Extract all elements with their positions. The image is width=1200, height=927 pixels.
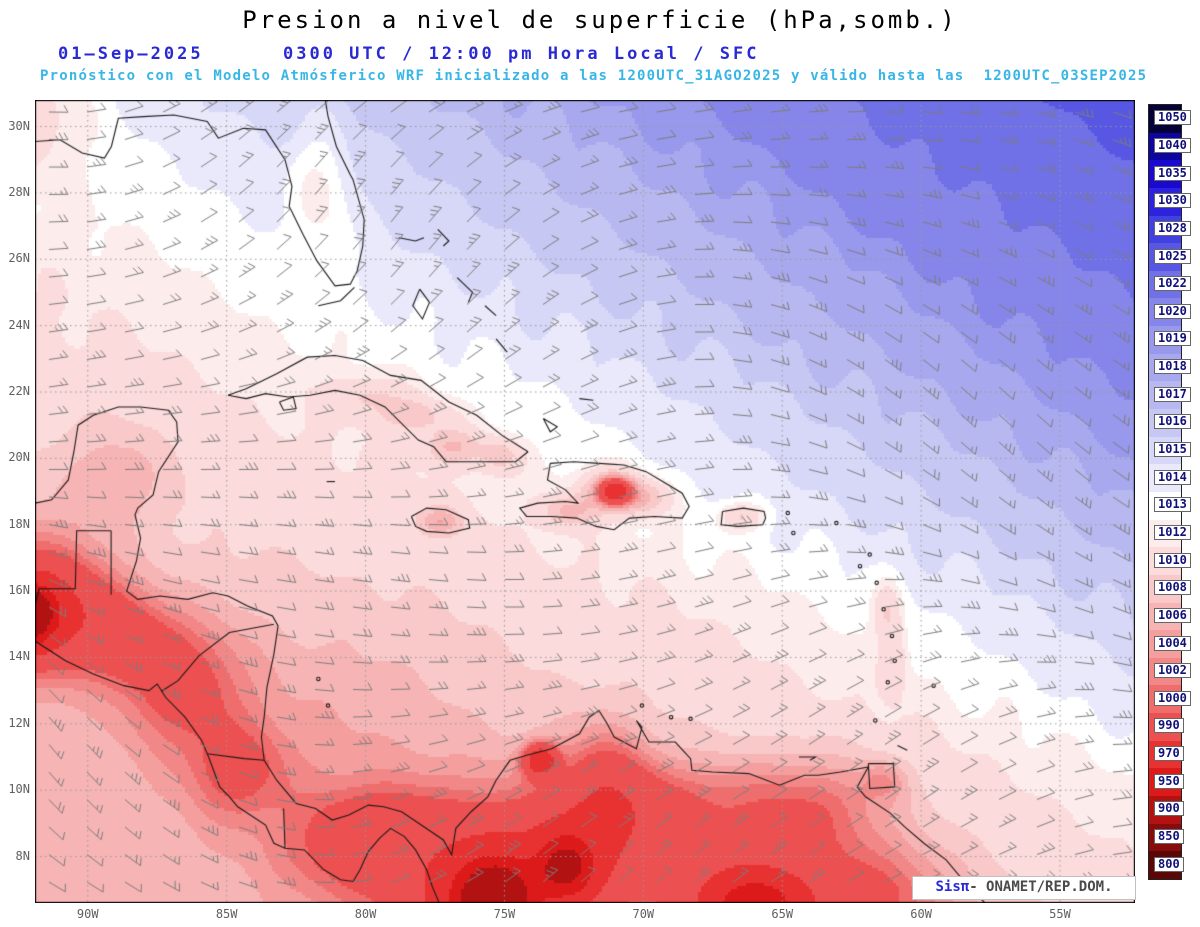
lat-tick-label: 20N [8, 450, 30, 465]
lat-tick-label: 22N [8, 384, 30, 398]
colorbar-label: 1004 [1154, 635, 1191, 651]
colorbar-label: 950 [1154, 773, 1184, 789]
watermark-agency: - ONAMET/REP.DOM. [969, 879, 1113, 895]
colorbar-label: 990 [1154, 718, 1184, 734]
colorbar-label: 970 [1154, 746, 1184, 762]
lat-tick-label: 12N [8, 715, 30, 730]
colorbar-label: 1002 [1154, 663, 1191, 679]
colorbar-label: 900 [1154, 801, 1184, 817]
colorbar-label: 850 [1154, 829, 1184, 845]
lat-tick-label: 18N [8, 516, 30, 531]
colorbar-label: 1040 [1154, 137, 1191, 153]
colorbar-label: 800 [1154, 856, 1184, 872]
colorbar-label: 1010 [1154, 552, 1191, 568]
lat-tick-label: 30N [8, 118, 30, 133]
lon-tick-label: 85W [215, 907, 238, 921]
lon-tick-label: 75W [493, 907, 516, 921]
colorbar-label: 1008 [1154, 580, 1191, 596]
colorbar-label: 1050 [1154, 110, 1191, 126]
lat-tick-label: 8N [15, 848, 30, 863]
watermark-brand: Sisπ [935, 879, 970, 895]
colorbar-label: 1030 [1154, 193, 1191, 209]
figure-title: Presion a nivel de superficie (hPa,somb.… [242, 6, 958, 34]
colorbar-label: 1016 [1154, 414, 1191, 430]
colorbar-label: 1019 [1154, 331, 1191, 347]
colorbar-label: 1022 [1154, 276, 1191, 292]
colorbar-label: 1025 [1154, 248, 1191, 264]
lat-tick-label: 26N [8, 251, 30, 266]
lat-tick-label: 16N [8, 583, 30, 598]
colorbar-label: 1014 [1154, 469, 1191, 485]
colorbar-label: 1018 [1154, 359, 1191, 375]
colorbar-label: 1006 [1154, 607, 1191, 623]
colorbar-label: 1012 [1154, 524, 1191, 540]
lon-tick-label: 60W [910, 907, 932, 921]
lat-tick-label: 14N [8, 649, 30, 664]
pressure-map-canvas [35, 100, 1135, 903]
lon-tick-label: 55W [1049, 907, 1071, 921]
lon-tick-label: 80W [354, 907, 377, 921]
lat-tick-label: 10N [8, 782, 30, 797]
lat-tick-label: 24N [8, 317, 30, 332]
colorbar-label: 1013 [1154, 497, 1191, 513]
colorbar-label: 1028 [1154, 220, 1191, 236]
figure-datetime: 01–Sep–2025 0300 UTC / 12:00 pm Hora Loc… [58, 44, 760, 64]
colorbar-label: 1020 [1154, 303, 1191, 319]
lon-tick-label: 70W [632, 907, 655, 921]
colorbar-label: 1000 [1154, 690, 1191, 706]
colorbar-label: 1015 [1154, 442, 1191, 458]
figure-forecast: Pronóstico con el Modelo Atmósferico WRF… [40, 68, 1148, 84]
watermark: Sisπ- ONAMET/REP.DOM. [912, 876, 1136, 900]
lat-tick-label: 28N [8, 184, 30, 199]
lon-tick-label: 65W [771, 907, 794, 921]
lon-tick-label: 90W [76, 907, 99, 921]
colorbar-label: 1017 [1154, 386, 1191, 402]
colorbar-label: 1035 [1154, 165, 1191, 181]
